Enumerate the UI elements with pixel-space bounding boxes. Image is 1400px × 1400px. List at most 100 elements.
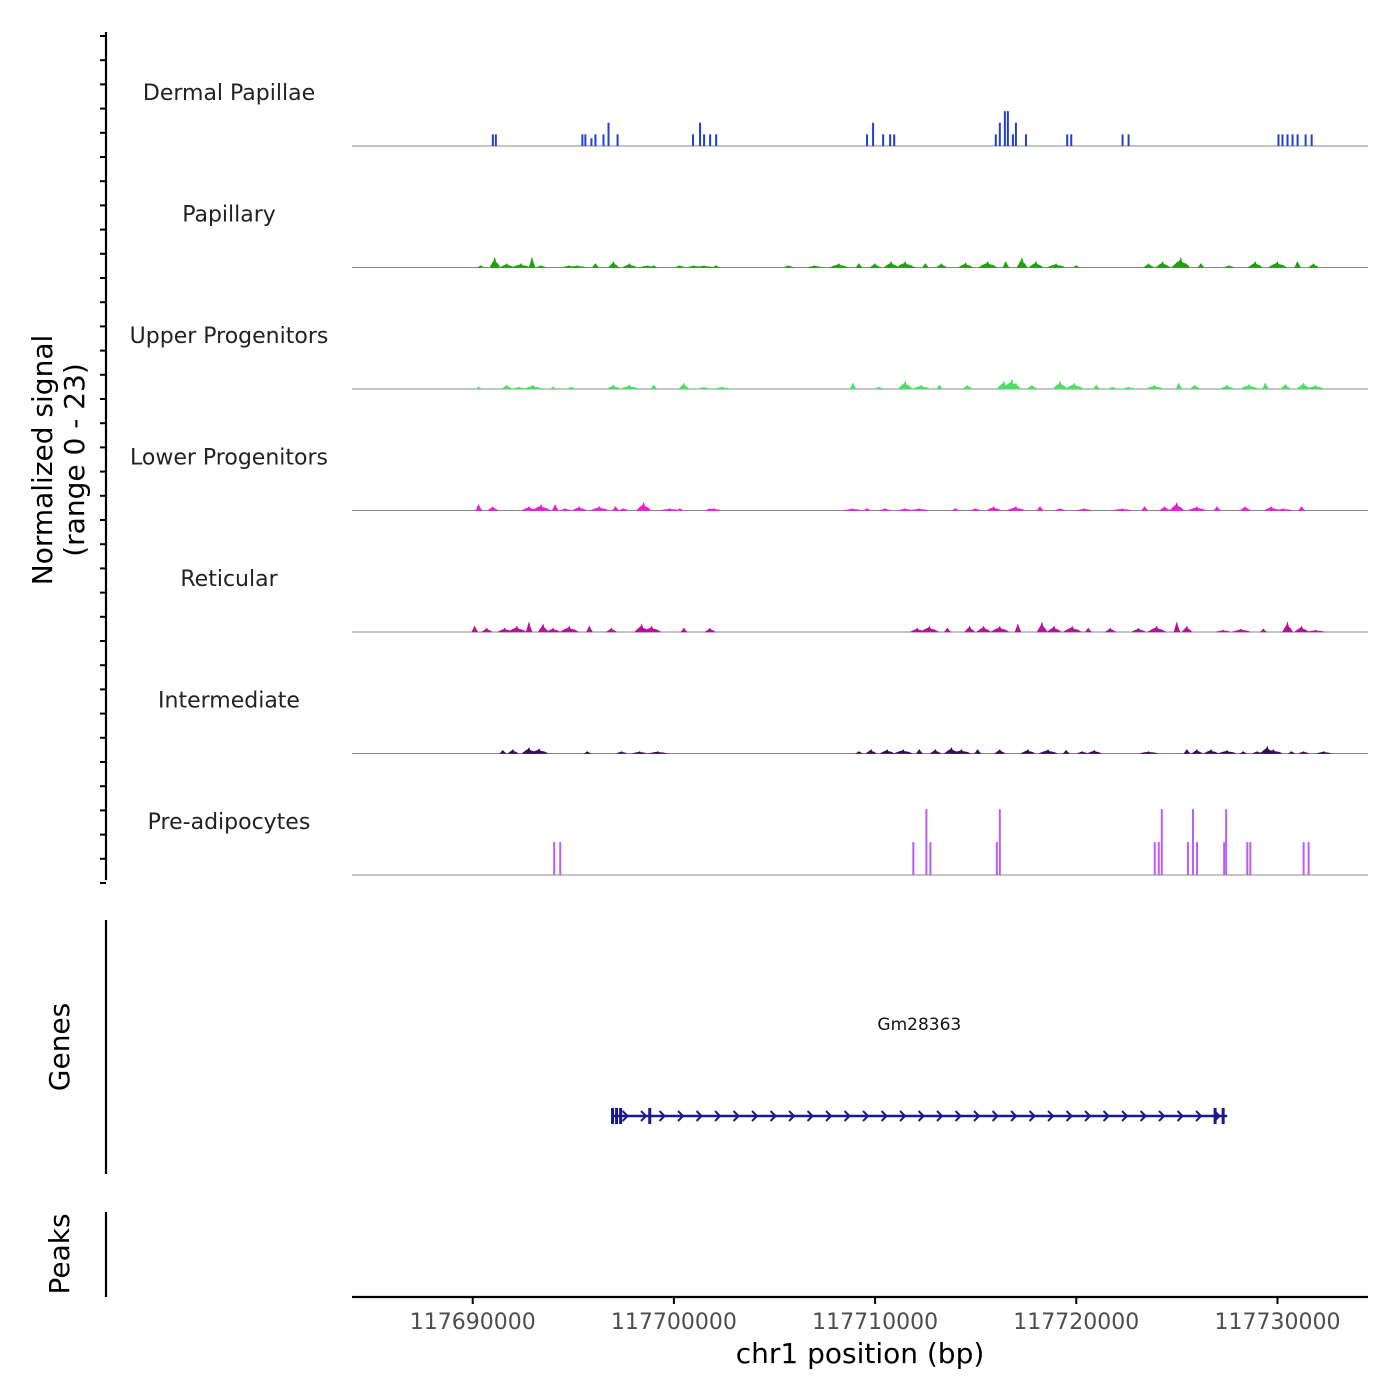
track-label: Upper Progenitors bbox=[130, 324, 329, 349]
signal-peak bbox=[635, 501, 652, 511]
signal-peak bbox=[783, 265, 794, 268]
signal-peak bbox=[616, 134, 619, 146]
signal-peak bbox=[1141, 506, 1149, 511]
strand-arrow bbox=[658, 1110, 666, 1122]
signal-peak bbox=[703, 134, 706, 146]
coverage-y-label-line1: Normalized signal bbox=[26, 335, 59, 586]
signal-peak bbox=[1084, 627, 1093, 633]
strand-arrow bbox=[917, 1110, 925, 1122]
strand-arrow bbox=[751, 1110, 759, 1122]
signal-peak bbox=[1014, 623, 1022, 633]
track-intermediate: Intermediate bbox=[158, 689, 1368, 754]
signal-peak bbox=[537, 623, 549, 633]
signal-peak bbox=[915, 749, 924, 754]
signal-peak bbox=[951, 508, 960, 511]
signal-peak bbox=[855, 263, 863, 268]
signal-peak bbox=[1014, 122, 1017, 146]
signal-peak bbox=[952, 749, 971, 754]
signal-peak bbox=[1146, 625, 1167, 633]
signal-peak bbox=[998, 809, 1001, 875]
signal-peak bbox=[1267, 260, 1288, 268]
signal-peak bbox=[1175, 382, 1183, 390]
signal-peak bbox=[602, 134, 605, 146]
signal-peak bbox=[893, 134, 896, 146]
signal-peak bbox=[1055, 508, 1066, 511]
signal-peak bbox=[910, 508, 929, 511]
signal-peak bbox=[572, 506, 587, 511]
signal-peak bbox=[1294, 260, 1302, 268]
signal-peak bbox=[1113, 508, 1132, 511]
signal-peak bbox=[474, 386, 483, 390]
signal-peak bbox=[1160, 809, 1163, 875]
signal-peak bbox=[898, 508, 913, 511]
x-axis-label: chr1 position (bp) bbox=[736, 1337, 985, 1370]
signal-peak bbox=[1306, 384, 1325, 390]
signal-peak bbox=[897, 380, 914, 390]
signal-peak bbox=[1127, 134, 1130, 146]
signal-peak bbox=[1121, 386, 1136, 390]
signal-peak bbox=[1232, 628, 1251, 633]
signal-peak bbox=[1220, 384, 1235, 390]
signal-peak bbox=[935, 263, 948, 268]
signal-peak bbox=[1304, 134, 1307, 146]
signal-peak bbox=[1281, 134, 1284, 146]
signal-peak bbox=[1277, 134, 1280, 146]
signal-peak bbox=[1016, 256, 1028, 268]
signal-peak bbox=[499, 749, 507, 754]
gene-exon bbox=[1221, 1108, 1225, 1124]
signal-peak bbox=[553, 842, 556, 875]
signal-peak bbox=[1224, 265, 1235, 268]
signal-peak bbox=[895, 260, 916, 268]
signal-peak bbox=[1225, 809, 1228, 875]
signal-peak bbox=[1087, 749, 1102, 754]
strand-arrow bbox=[677, 1110, 685, 1122]
signal-peak bbox=[1026, 384, 1038, 390]
track-label: Dermal Papillae bbox=[143, 81, 315, 106]
signal-peak bbox=[622, 263, 637, 268]
signal-peak bbox=[1316, 751, 1331, 754]
signal-peak bbox=[1246, 842, 1249, 875]
signal-peak bbox=[678, 382, 690, 390]
signal-peak bbox=[1145, 384, 1164, 390]
strand-arrow bbox=[825, 1110, 833, 1122]
signal-peak bbox=[648, 751, 667, 754]
signal-peak bbox=[480, 627, 493, 633]
signal-peak bbox=[1306, 629, 1325, 633]
signal-peak bbox=[1064, 382, 1085, 390]
signal-peak bbox=[605, 627, 618, 633]
signal-peak bbox=[1107, 386, 1118, 390]
signal-peak bbox=[1279, 383, 1292, 390]
strand-arrow bbox=[936, 1110, 944, 1122]
signal-peak bbox=[528, 256, 536, 268]
signal-peak bbox=[707, 508, 722, 511]
signal-peak bbox=[559, 842, 562, 875]
signal-peak bbox=[1259, 628, 1268, 633]
signal-peak bbox=[1191, 809, 1194, 875]
signal-peak bbox=[989, 625, 1010, 633]
signal-peak bbox=[843, 508, 863, 511]
strand-arrow bbox=[788, 1110, 796, 1122]
signal-peak bbox=[1247, 260, 1264, 268]
coverage-y-label-line2: (range 0 - 23) bbox=[58, 363, 91, 557]
x-ticks: 117690000 117700000 117710000 117720000 1177… bbox=[410, 1297, 1340, 1335]
signal-peak bbox=[889, 134, 892, 146]
signal-peak bbox=[1261, 382, 1269, 390]
signal-peak bbox=[491, 134, 494, 146]
genes-y-label: Genes bbox=[43, 1003, 76, 1091]
signal-peak bbox=[1186, 842, 1189, 875]
signal-peak bbox=[961, 384, 974, 390]
strand-arrow bbox=[1102, 1110, 1110, 1122]
signal-peak bbox=[1158, 506, 1171, 511]
signal-peak bbox=[591, 263, 600, 268]
signal-peak bbox=[581, 134, 584, 146]
signal-peak bbox=[912, 384, 931, 390]
signal-peak bbox=[970, 508, 981, 511]
signal-peak bbox=[606, 384, 621, 390]
signal-peak bbox=[1187, 506, 1207, 511]
signal-peak bbox=[963, 625, 976, 633]
signal-peak bbox=[1039, 749, 1058, 754]
signal-peak bbox=[486, 506, 499, 511]
track-label: Reticular bbox=[180, 567, 278, 592]
strand-arrow bbox=[1176, 1110, 1184, 1122]
